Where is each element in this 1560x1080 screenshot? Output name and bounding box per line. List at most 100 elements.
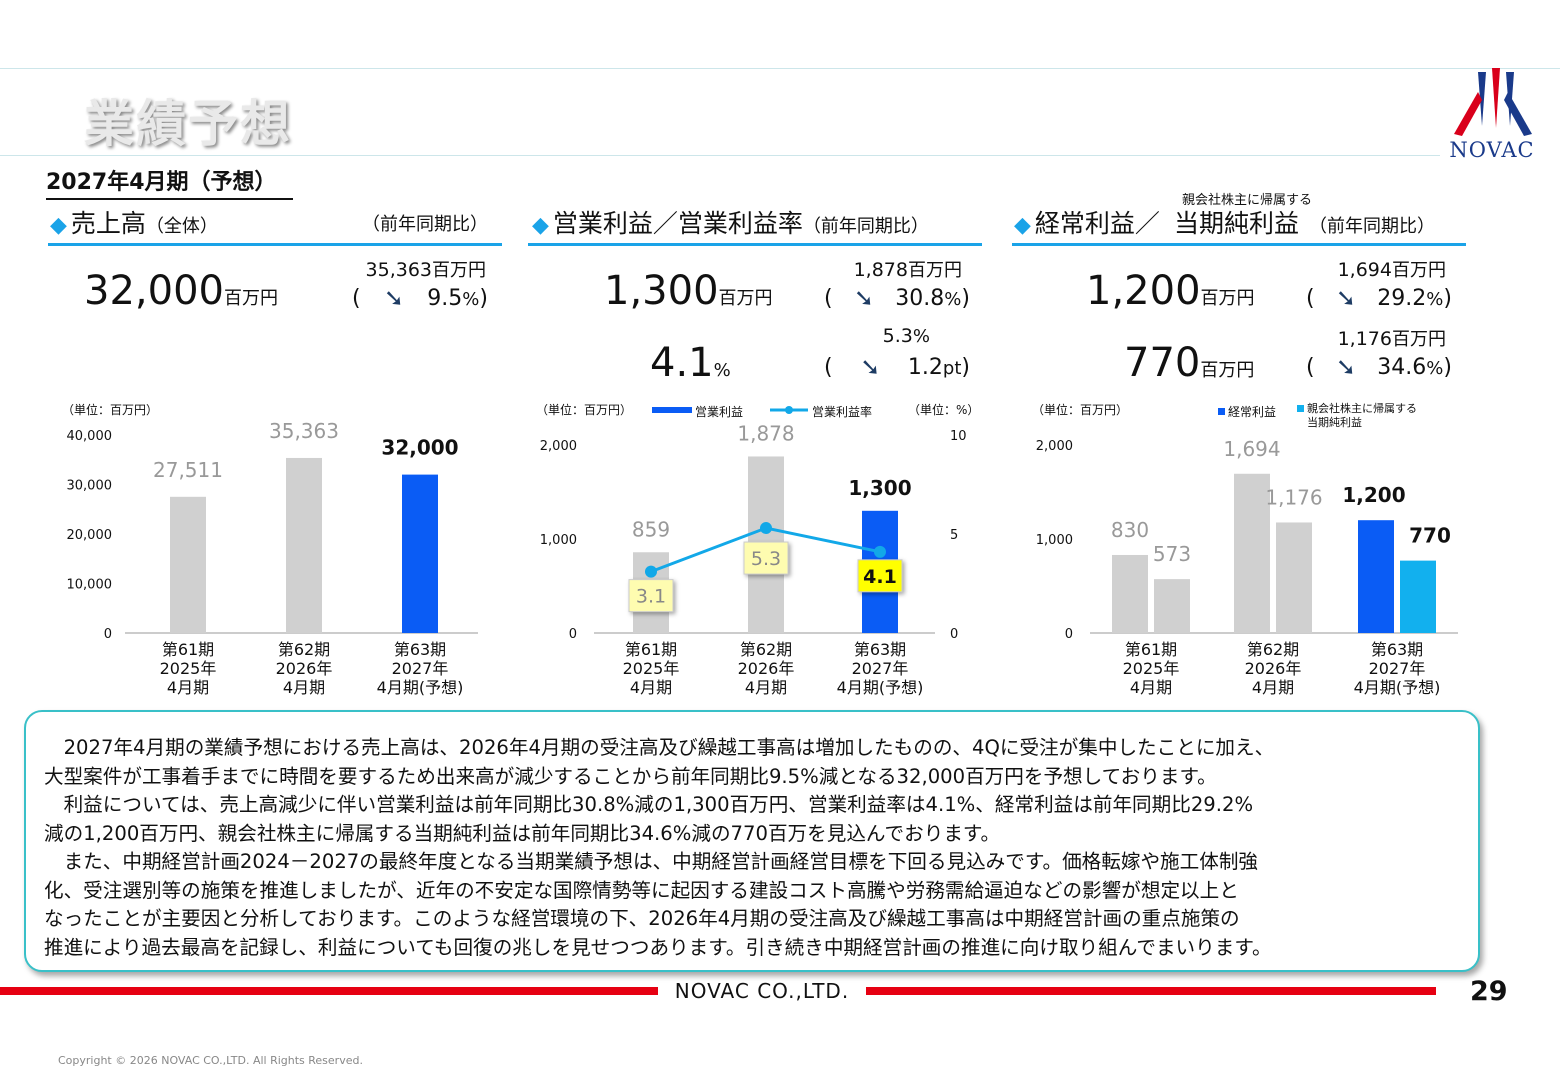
operating-unit: 百万円	[718, 288, 773, 309]
net-value: 770	[1124, 340, 1201, 386]
data-label: 35,363	[269, 419, 339, 443]
operating-change: (➘ 30.8%)	[824, 284, 970, 312]
down-arrow-icon: ➘	[1335, 353, 1356, 381]
data-label: 859	[632, 517, 670, 541]
rate-label-box	[628, 579, 674, 613]
down-arrow-icon: ➘	[853, 284, 874, 312]
y-tick-label: 1,000	[1036, 533, 1073, 548]
bar	[1358, 520, 1394, 633]
ordinary-title: 経常利益／	[1034, 209, 1160, 238]
sales-change-unit: %	[462, 288, 480, 310]
rate-label-box	[857, 559, 903, 593]
sales-unit: 百万円	[223, 288, 278, 309]
bar	[1234, 473, 1270, 633]
unit-label: （単位：百万円）	[62, 402, 158, 417]
ordinary-change-unit: %	[1426, 288, 1444, 310]
sales-value: 32,000	[84, 268, 224, 314]
x-tick-label: 2026年	[276, 659, 333, 678]
data-label: 770	[1409, 524, 1451, 548]
x-tick-label: 第62期	[740, 640, 792, 659]
down-arrow-icon: ➘	[383, 284, 404, 312]
y-tick-label: 0	[104, 627, 112, 642]
x-tick-label: 2026年	[1245, 659, 1302, 678]
diamond-bullet-icon: ◆	[532, 213, 549, 238]
bar	[1112, 554, 1148, 633]
y-tick-label: 10,000	[67, 578, 113, 593]
legend-label: 当期純利益	[1307, 415, 1362, 429]
bar	[402, 474, 438, 633]
sales-prev-unit: 百万円	[432, 260, 486, 281]
x-tick-label: 4月期(予想)	[377, 678, 464, 697]
x-tick-label: 第61期	[162, 640, 214, 659]
x-tick-label: 4月期	[1252, 678, 1294, 697]
diamond-bullet-icon: ◆	[50, 213, 67, 238]
footer-bar-left	[0, 987, 658, 995]
operating-change-value: 30.8	[895, 285, 945, 311]
net-change: (➘ 34.6%)	[1306, 353, 1452, 381]
ordinary-value: 1,200	[1086, 268, 1201, 314]
net-change-unit: %	[1426, 357, 1444, 379]
page-number: 29	[1470, 976, 1508, 1007]
legend-label: 営業利益	[695, 405, 743, 419]
data-label: 830	[1111, 518, 1149, 542]
rate-point	[874, 545, 886, 558]
logo-text: NOVAC	[1449, 138, 1535, 162]
net-prev-unit: 百万円	[1392, 329, 1446, 350]
operating-rate-unit: %	[713, 360, 731, 381]
x-tick-label: 第63期	[394, 640, 446, 659]
legend-label: 経常利益	[1228, 405, 1276, 419]
sales-prev: 35,363百万円	[320, 256, 486, 282]
operating-rate-value: 4.1	[650, 340, 714, 386]
ordinary-prev: 1,694百万円	[1282, 256, 1446, 282]
bar	[170, 496, 206, 633]
commentary-line: 大型案件が工事着手までに時間を要するため出来高が減少することから前年同期比9.5…	[44, 764, 1217, 788]
ordinary-change: (➘ 29.2%)	[1306, 284, 1452, 312]
data-label: 1,878	[737, 421, 794, 445]
footer-company: NOVAC CO.,LTD.	[674, 979, 850, 1003]
diamond-bullet-icon: ◆	[1014, 213, 1031, 238]
net-prev: 1,176百万円	[1282, 325, 1446, 351]
y-tick-label: 0	[569, 627, 577, 642]
x-tick-label: 第63期	[1371, 640, 1423, 659]
operating-rate-change: (➘ 1.2pt)	[824, 353, 970, 381]
ordinary-value-block: 1,200百万円	[1086, 268, 1255, 314]
rate-point	[760, 522, 772, 535]
page-title: 業績予想	[84, 95, 292, 153]
legend-label: 営業利益率	[812, 404, 872, 419]
operating-value-block: 1,300百万円	[604, 268, 773, 314]
net-title-note: 親会社株主に帰属する	[1182, 193, 1313, 208]
unit-label-right: （単位：%）	[908, 402, 979, 417]
x-tick-label: 4月期	[745, 678, 787, 697]
data-label: 573	[1153, 542, 1191, 566]
operating-rate-prev-unit: %	[912, 326, 930, 347]
y-tick-label: 2,000	[540, 439, 577, 454]
commentary-text: 2027年4月期の業績予想における売上高は、2026年4月期の受注高及び繰越工事…	[26, 712, 1478, 962]
operating-rule	[528, 243, 982, 246]
bar	[1154, 579, 1190, 633]
y-tick-label-right: 5	[950, 528, 958, 543]
y-tick-label: 30,000	[67, 479, 113, 494]
sales-prev-value: 35,363	[365, 259, 432, 281]
sales-change-value: 9.5	[427, 285, 463, 311]
net-unit: 百万円	[1200, 360, 1255, 381]
operating-yoy-label: （前年同期比）	[802, 216, 929, 237]
bar	[286, 457, 322, 633]
x-tick-label: 4月期	[283, 678, 325, 697]
down-arrow-icon: ➘	[860, 353, 881, 381]
ordinary-rule	[1012, 243, 1466, 246]
operating-rate-prev: 5.3%	[830, 325, 930, 347]
ordinary-change-value: 29.2	[1377, 285, 1427, 311]
commentary-line: 利益については、売上高減少に伴い営業利益は前年同期比30.8%減の1,300百万…	[63, 793, 1254, 816]
operating-value: 1,300	[604, 268, 719, 314]
x-tick-label: 2025年	[623, 659, 680, 678]
down-arrow-icon: ➘	[1335, 284, 1356, 312]
legend-marker	[785, 406, 793, 414]
footer-bar-right	[866, 987, 1436, 995]
x-tick-label: 4月期	[630, 678, 672, 697]
sales-yoy-label: （前年同期比）	[362, 214, 488, 235]
net-change-value: 34.6	[1377, 354, 1427, 380]
unit-label: （単位：百万円）	[1032, 402, 1128, 417]
novac-logo-icon	[1454, 68, 1532, 136]
y-tick-label: 0	[1065, 627, 1073, 642]
y-tick-label: 20,000	[67, 528, 113, 543]
